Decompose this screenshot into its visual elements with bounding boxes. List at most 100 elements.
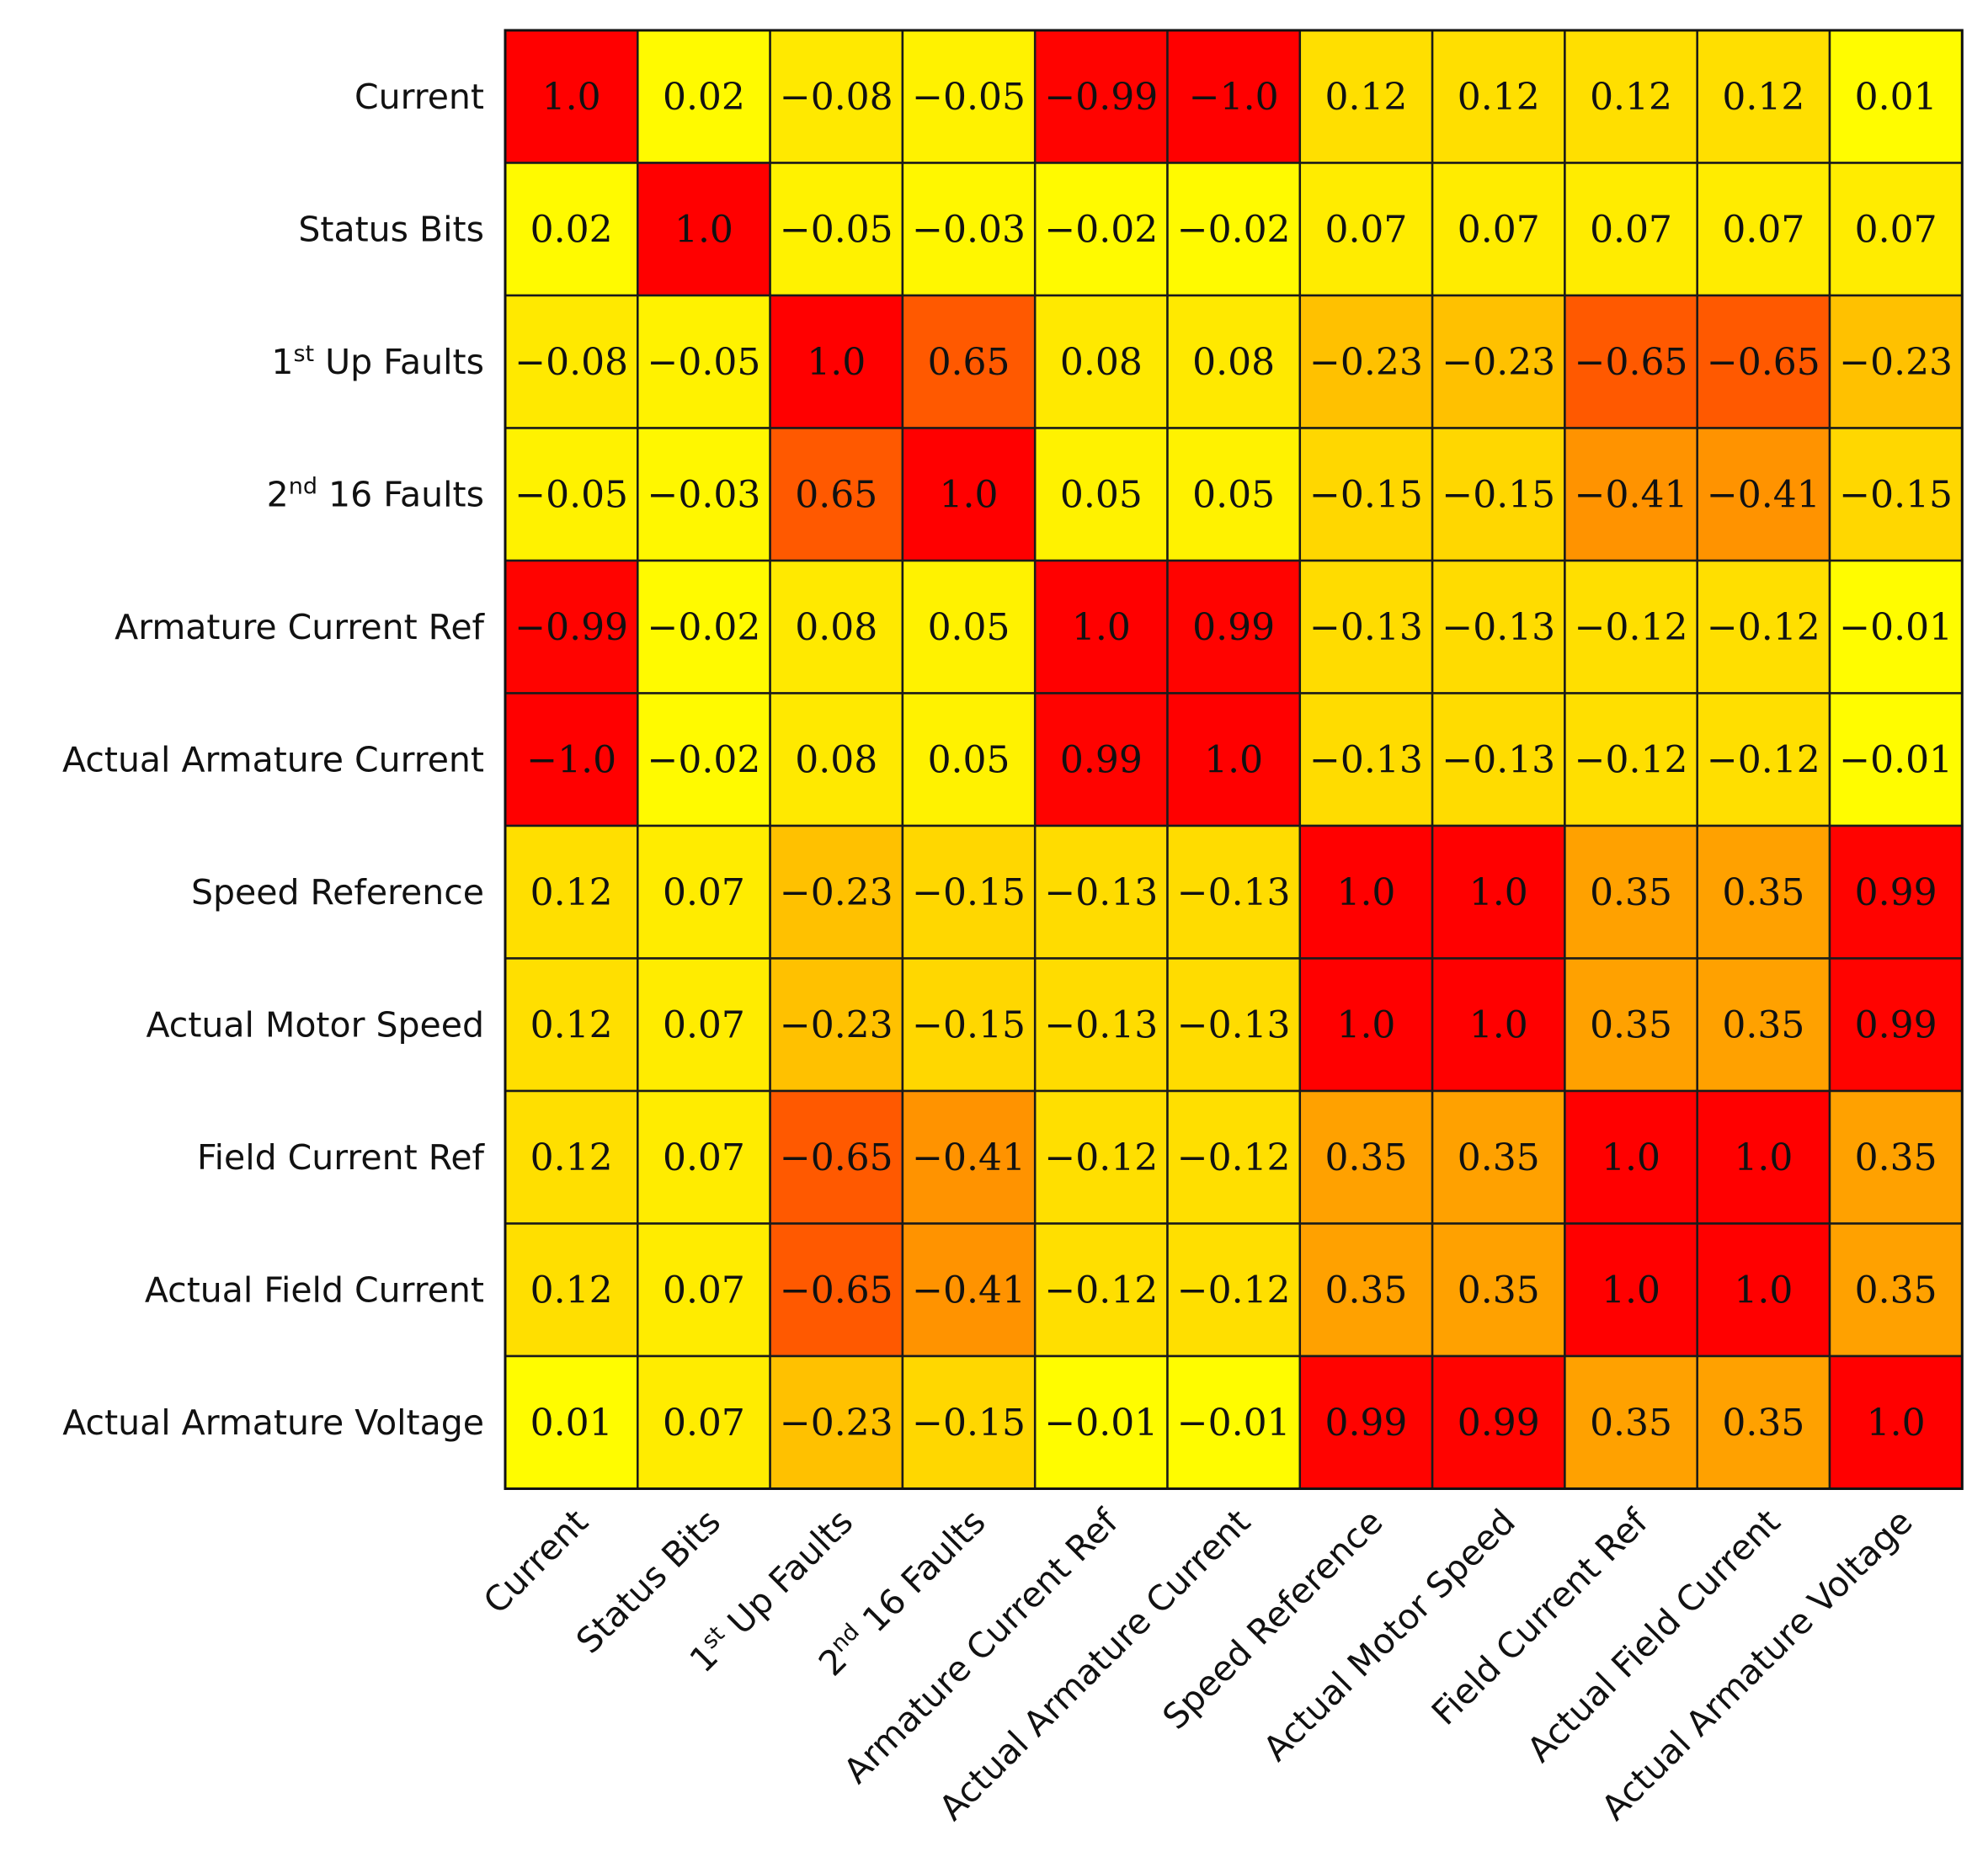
heatmap-cell-values: 1.0 0.02 −0.08 −0.05 −0.99 −1.0 0.12 0.12 0.12 0.… [514,76,1953,1445]
cell-value-label: 0.05 [1060,473,1143,516]
heatmap-cell [901,824,1037,960]
cell-value-label: 0.99 [1855,871,1937,914]
cell-value-label: −1.0 [526,738,616,781]
cell-value-label: −0.08 [780,76,893,119]
column-label-actual-motor-speed: Actual Motor Speed [1255,1502,1523,1769]
heatmap-cell [1298,1089,1434,1225]
heatmap-cell [504,162,639,297]
heatmap-cell [769,1089,904,1225]
cell-value-label: 0.35 [1590,871,1672,914]
cell-value-label: −0.15 [1839,473,1953,516]
heatmap-cell [1033,162,1169,297]
cell-value-label: 1.0 [674,208,733,251]
heatmap-cell [901,957,1037,1093]
cell-value-label: 0.35 [1458,1269,1540,1312]
cell-value-label: 0.02 [530,208,613,251]
heatmap-cell [1431,824,1566,960]
cell-value-label: −0.65 [780,1136,893,1179]
row-labels: Current Status Bits 1st Up Faults 2nd 16 Fa… [62,77,486,1443]
cell-value-label: −0.03 [648,473,761,516]
cell-value-label: −0.15 [912,871,1026,914]
cell-value-label: −0.01 [1839,738,1953,781]
cell-value-label: 0.65 [795,473,877,516]
heatmap-cell [1166,427,1302,562]
heatmap-cell [504,559,639,694]
cell-value-label: −0.12 [1575,606,1688,649]
row-label-2nd-16-faults: 2nd 16 Faults [267,473,484,515]
cell-value-label: −0.13 [1442,738,1555,781]
heatmap-cell [769,294,904,429]
cell-value-label: 0.01 [1855,76,1937,119]
cell-value-label: 0.07 [1855,208,1937,251]
cell-value-label: 0.35 [1722,1003,1804,1046]
cell-value-label: −0.23 [780,871,893,914]
heatmap-cell [1828,1354,1964,1490]
cell-value-label: −0.12 [1707,606,1820,649]
cell-value-label: 0.12 [530,1136,613,1179]
cell-value-label: 0.99 [1060,738,1143,781]
cell-value-label: 1.0 [1469,1003,1528,1046]
cell-value-label: 0.99 [1855,1003,1937,1046]
heatmap-cell [1696,1089,1831,1225]
cell-value-label: −0.13 [1309,738,1423,781]
heatmap-cell [1696,824,1831,960]
heatmap-cells [504,29,1964,1490]
heatmap-cell [1696,559,1831,694]
heatmap-cell [1166,957,1302,1093]
cell-value-label: −0.05 [648,341,761,384]
cell-value-label: −0.23 [1839,341,1953,384]
cell-value-label: −1.0 [1189,76,1279,119]
row-label-actual-motor-speed: Actual Motor Speed [146,1004,484,1045]
heatmap-cell [637,824,771,960]
cell-value-label: 0.07 [663,1136,745,1179]
cell-value-label: −0.99 [514,606,628,649]
heatmap-cell [1431,162,1566,297]
heatmap-cell [1431,957,1566,1093]
heatmap-cell [1298,957,1434,1093]
cell-value-label: 1.0 [1336,871,1395,914]
cell-value-label: 1.0 [1336,1003,1395,1046]
heatmap-cell [1166,559,1302,694]
row-label-field-current-ref: Field Current Ref [197,1137,486,1178]
cell-value-label: −0.01 [1044,1402,1158,1445]
heatmap-cell [1696,162,1831,297]
cell-value-label: −0.03 [912,208,1026,251]
cell-value-label: −0.05 [912,76,1026,119]
cell-value-label: 0.35 [1324,1136,1407,1179]
heatmap-cell [1828,559,1964,694]
row-label-1st-up-faults: 1st Up Faults [271,340,484,382]
cell-value-label: 0.08 [1192,341,1275,384]
heatmap-cell [1828,1222,1964,1358]
heatmap-cell [1431,1354,1566,1490]
cell-value-label: 1.0 [1867,1402,1926,1445]
heatmap-cell [1166,1089,1302,1225]
column-label-current: Current [476,1502,596,1622]
cell-value-label: −0.41 [1707,473,1820,516]
cell-value-label: −0.12 [1044,1136,1158,1179]
heatmap-cell [1166,29,1302,164]
cell-value-label: 0.05 [928,738,1010,781]
heatmap-cell [1828,1089,1964,1225]
cell-value-label: 0.05 [928,606,1010,649]
cell-value-label: 0.12 [530,1269,613,1312]
cell-value-label: −0.41 [912,1136,1026,1179]
cell-value-label: −0.41 [912,1269,1026,1312]
cell-value-label: 1.0 [1469,871,1528,914]
heatmap-cell [1298,427,1434,562]
cell-value-label: 0.07 [1590,208,1672,251]
cell-value-label: −0.99 [1044,76,1158,119]
heatmap-cell [1431,29,1566,164]
heatmap-cell [1564,162,1698,297]
cell-value-label: −0.12 [1575,738,1688,781]
heatmap-cell [1564,1089,1698,1225]
cell-value-label: −0.13 [1177,871,1291,914]
cell-value-label: −0.13 [1177,1003,1291,1046]
cell-value-label: −0.15 [1309,473,1423,516]
heatmap-cell [504,294,639,429]
cell-value-label: 0.01 [530,1402,613,1445]
cell-value-label: −0.01 [1177,1402,1291,1445]
heatmap-cell [1298,162,1434,297]
cell-value-label: −0.12 [1177,1136,1291,1179]
